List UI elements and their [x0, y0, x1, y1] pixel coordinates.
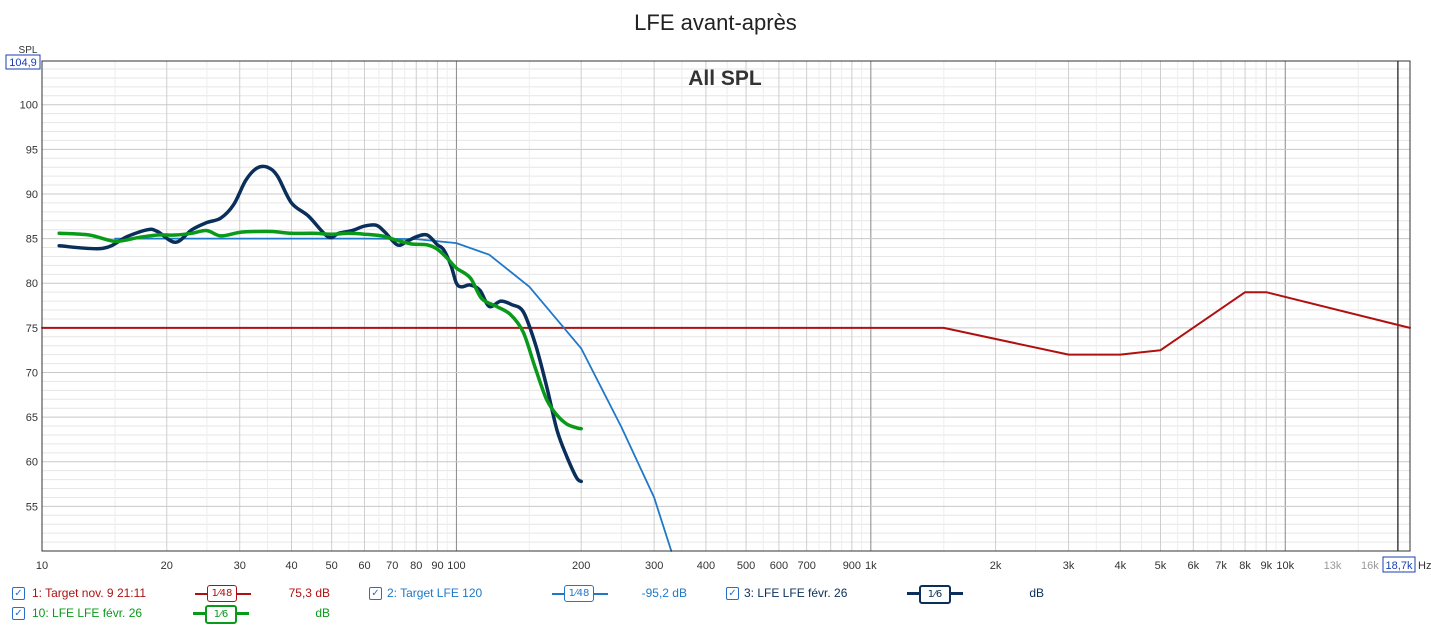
ymax-readout[interactable]: 104,9 — [5, 54, 41, 70]
grid-major — [41, 61, 1410, 551]
x-tick-label: 5k — [1155, 560, 1167, 572]
x-cursor-readout[interactable]: 18,7k — [1382, 556, 1416, 573]
y-tick-label: 65 — [26, 412, 38, 424]
x-tick-label: 8k — [1239, 560, 1251, 572]
x-tick-label: 20 — [161, 560, 173, 572]
smoothing-value: 1⁄6 — [919, 585, 951, 604]
legend-label: 10: LFE LFE févr. 26 — [32, 606, 143, 620]
x-tick-label: 900 — [843, 560, 861, 572]
legend-value: 75,3 dB — [288, 586, 330, 600]
x-tick-label: 2k — [990, 560, 1002, 572]
smoothing-indicator[interactable]: 1⁄48 — [195, 584, 251, 604]
x-tick-label: 200 — [572, 560, 590, 572]
series-line-1 — [41, 291, 1411, 356]
x-tick-label: 7k — [1215, 560, 1227, 572]
legend-label: 2: Target LFE 120 — [387, 586, 483, 600]
legend-row-1: ✓ 1: Target nov. 9 21:11 1⁄48 75,3 dB ✓ … — [0, 584, 1431, 604]
series-line-2 — [114, 237, 673, 552]
x-tick-label: 100 — [447, 560, 465, 572]
legend-label: 3: LFE LFE févr. 26 — [744, 586, 848, 600]
chart-title: LFE avant-après — [634, 10, 797, 35]
y-tick-label: 70 — [26, 367, 38, 379]
ymax-readout-text: 104,9 — [9, 57, 37, 69]
legend-label: 1: Target nov. 9 21:11 — [32, 586, 147, 600]
legend-value: dB — [1029, 586, 1044, 600]
x-tick-label: 300 — [645, 560, 663, 572]
x-tick-labels: 10 20 30 40 50 60 70 80 90 100 200 300 400 500 600 700 9… — [36, 560, 1379, 572]
x-tick-label: 1k — [865, 560, 877, 572]
spl-chart[interactable]: 55 60 65 70 75 80 85 90 95 100 10 20 30 40 50 60 70 80 90… — [0, 0, 1431, 580]
series-line-4 — [57, 228, 583, 431]
series-line-3 — [57, 164, 583, 484]
overlay-label-all-spl: All SPL — [688, 67, 762, 90]
checkbox-icon[interactable]: ✓ — [12, 607, 25, 620]
smoothing-value: 1⁄6 — [205, 605, 237, 624]
y-tick-label: 95 — [26, 144, 38, 156]
y-axis-label: SPL — [19, 45, 38, 56]
legend-item-target-lfe[interactable]: ✓ 2: Target LFE 120 1⁄48 -95,2 dB — [367, 584, 707, 604]
legend-item-target-nov[interactable]: ✓ 1: Target nov. 9 21:11 1⁄48 75,3 dB — [10, 584, 350, 604]
legend-value: -95,2 dB — [641, 586, 687, 600]
smoothing-value: 1⁄48 — [207, 585, 237, 602]
x-tick-label: 80 — [410, 560, 422, 572]
x-tick-label: 70 — [386, 560, 398, 572]
x-axis-unit-label: Hz — [1418, 560, 1431, 572]
smoothing-indicator[interactable]: 1⁄6 — [907, 584, 963, 604]
x-tick-label: 4k — [1115, 560, 1127, 572]
checkbox-icon[interactable]: ✓ — [726, 587, 739, 600]
x-tick-label: 400 — [697, 560, 715, 572]
y-tick-label: 90 — [26, 189, 38, 201]
smoothing-indicator[interactable]: 1⁄6 — [193, 604, 249, 624]
x-cursor-readout-text: 18,7k — [1386, 560, 1413, 572]
y-tick-labels: 55 60 65 70 75 80 85 90 95 100 — [20, 100, 38, 514]
x-tick-label: 500 — [737, 560, 755, 572]
y-tick-label: 80 — [26, 278, 38, 290]
x-tick-label: 6k — [1187, 560, 1199, 572]
y-tick-label: 60 — [26, 457, 38, 469]
y-tick-label: 85 — [26, 234, 38, 246]
x-tick-label: 700 — [797, 560, 815, 572]
legend-item-lfe-green[interactable]: ✓ 10: LFE LFE févr. 26 1⁄6 dB — [10, 604, 350, 624]
y-tick-label: 100 — [20, 100, 38, 112]
x-tick-label: 30 — [234, 560, 246, 572]
x-tick-label: 3k — [1063, 560, 1075, 572]
legend-row-2: ✓ 10: LFE LFE févr. 26 1⁄6 dB — [0, 604, 400, 624]
x-tick-label: 9k — [1260, 560, 1272, 572]
legend-item-lfe-dark[interactable]: ✓ 3: LFE LFE févr. 26 1⁄6 dB — [724, 584, 1064, 604]
x-tick-label: 10k — [1276, 560, 1294, 572]
x-tick-label: 16k — [1361, 560, 1379, 572]
grid-minor — [42, 61, 1411, 551]
series-layer — [41, 164, 1411, 552]
y-tick-label: 55 — [26, 501, 38, 513]
x-tick-label: 10 — [36, 560, 48, 572]
smoothing-value: 1⁄48 — [564, 585, 594, 602]
x-tick-label: 50 — [326, 560, 338, 572]
checkbox-icon[interactable]: ✓ — [12, 587, 25, 600]
x-tick-label: 40 — [285, 560, 297, 572]
x-tick-label: 13k — [1324, 560, 1342, 572]
x-tick-label: 60 — [358, 560, 370, 572]
y-tick-label: 75 — [26, 323, 38, 335]
x-tick-label: 90 — [431, 560, 443, 572]
legend-value: dB — [315, 606, 330, 620]
x-tick-label: 600 — [770, 560, 788, 572]
plot-frame — [41, 60, 1411, 552]
checkbox-icon[interactable]: ✓ — [369, 587, 382, 600]
smoothing-indicator[interactable]: 1⁄48 — [552, 584, 608, 604]
